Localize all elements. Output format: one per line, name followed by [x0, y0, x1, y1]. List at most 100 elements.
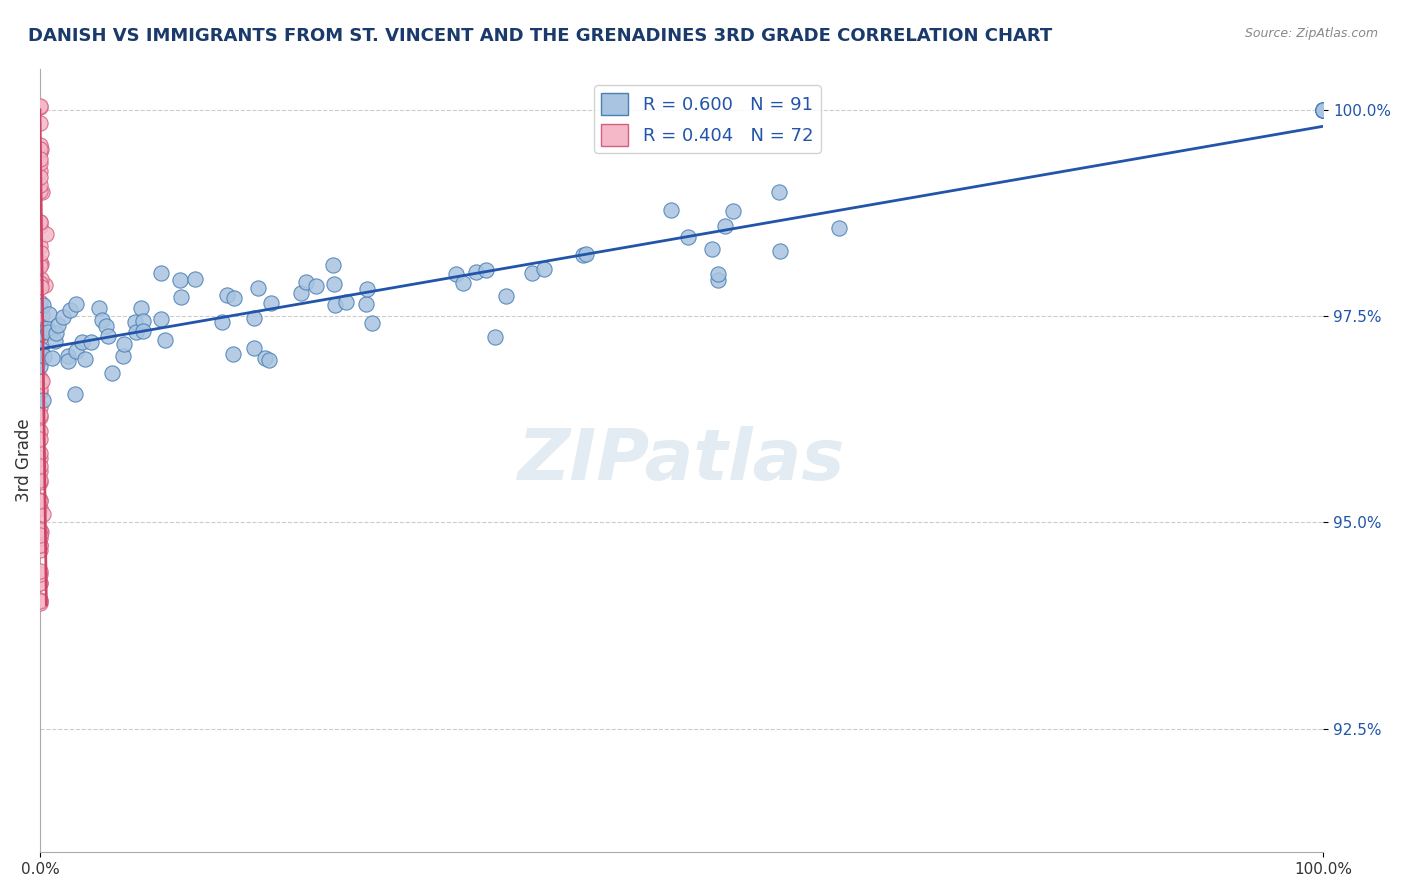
Point [260, 296, 283, 310]
Point [1312, 103, 1334, 117]
Point [356, 282, 378, 296]
Point [28, 410, 51, 425]
Text: ZIPatlas: ZIPatlas [517, 425, 845, 495]
Point [28, 169, 51, 184]
Point [1312, 103, 1334, 117]
Point [155, 333, 177, 347]
Point [44, 334, 66, 349]
Point [453, 276, 475, 290]
Point [28, 542, 51, 557]
Point [444, 267, 467, 281]
Point [30, 382, 52, 396]
Point [37, 321, 59, 335]
Point [700, 242, 723, 256]
Point [32, 507, 55, 521]
Point [295, 275, 318, 289]
Point [28, 295, 51, 310]
Point [28, 473, 51, 487]
Point [707, 267, 730, 281]
Point [31, 298, 53, 312]
Point [28, 99, 51, 113]
Point [101, 366, 124, 380]
Point [1312, 103, 1334, 117]
Point [38, 307, 60, 321]
Point [222, 347, 245, 361]
Point [124, 315, 146, 329]
Point [28, 326, 51, 341]
Point [170, 290, 193, 304]
Point [1312, 103, 1334, 117]
Point [305, 279, 328, 293]
Text: DANISH VS IMMIGRANTS FROM ST. VINCENT AND THE GRENADINES 3RD GRADE CORRELATION C: DANISH VS IMMIGRANTS FROM ST. VINCENT AN… [28, 27, 1052, 45]
Point [28, 459, 51, 474]
Point [28, 276, 51, 290]
Point [125, 325, 148, 339]
Point [65, 297, 87, 311]
Point [30, 575, 52, 590]
Point [28, 538, 51, 552]
Y-axis label: 3rd Grade: 3rd Grade [15, 418, 32, 502]
Point [28, 450, 51, 465]
Point [28, 331, 51, 345]
Point [28, 152, 51, 166]
Point [28, 255, 51, 269]
Point [28, 401, 51, 415]
Point [30, 408, 52, 422]
Point [533, 262, 555, 277]
Point [211, 316, 233, 330]
Point [30, 446, 52, 460]
Point [30, 300, 52, 314]
Point [30, 524, 52, 539]
Point [721, 204, 744, 219]
Point [215, 287, 238, 301]
Point [30, 424, 52, 438]
Point [30, 272, 52, 286]
Point [28, 352, 51, 367]
Point [768, 244, 790, 258]
Point [28, 137, 51, 152]
Point [222, 292, 245, 306]
Point [30, 342, 52, 356]
Point [131, 314, 153, 328]
Point [28, 464, 51, 478]
Point [129, 301, 152, 316]
Point [28, 353, 51, 368]
Point [30, 492, 52, 507]
Point [768, 185, 790, 199]
Point [254, 351, 277, 365]
Point [243, 341, 266, 355]
Point [30, 215, 52, 229]
Point [28, 500, 51, 515]
Point [28, 184, 51, 198]
Point [31, 185, 53, 199]
Point [484, 329, 506, 343]
Point [575, 247, 598, 261]
Point [676, 230, 699, 244]
Point [34, 349, 56, 363]
Point [30, 527, 52, 541]
Point [91, 313, 114, 327]
Point [28, 433, 51, 447]
Point [1312, 103, 1334, 117]
Point [520, 266, 543, 280]
Point [28, 384, 51, 399]
Point [75, 351, 97, 366]
Point [828, 221, 851, 235]
Point [80, 334, 103, 349]
Point [112, 337, 135, 351]
Point [28, 565, 51, 579]
Point [1312, 103, 1334, 117]
Point [30, 314, 52, 328]
Point [97, 329, 120, 343]
Point [243, 311, 266, 326]
Point [1312, 103, 1334, 117]
Point [1312, 103, 1334, 117]
Point [495, 289, 517, 303]
Point [707, 272, 730, 286]
Point [30, 538, 52, 552]
Point [335, 294, 357, 309]
Point [30, 178, 52, 192]
Point [322, 258, 344, 272]
Point [28, 370, 51, 384]
Point [37, 326, 59, 340]
